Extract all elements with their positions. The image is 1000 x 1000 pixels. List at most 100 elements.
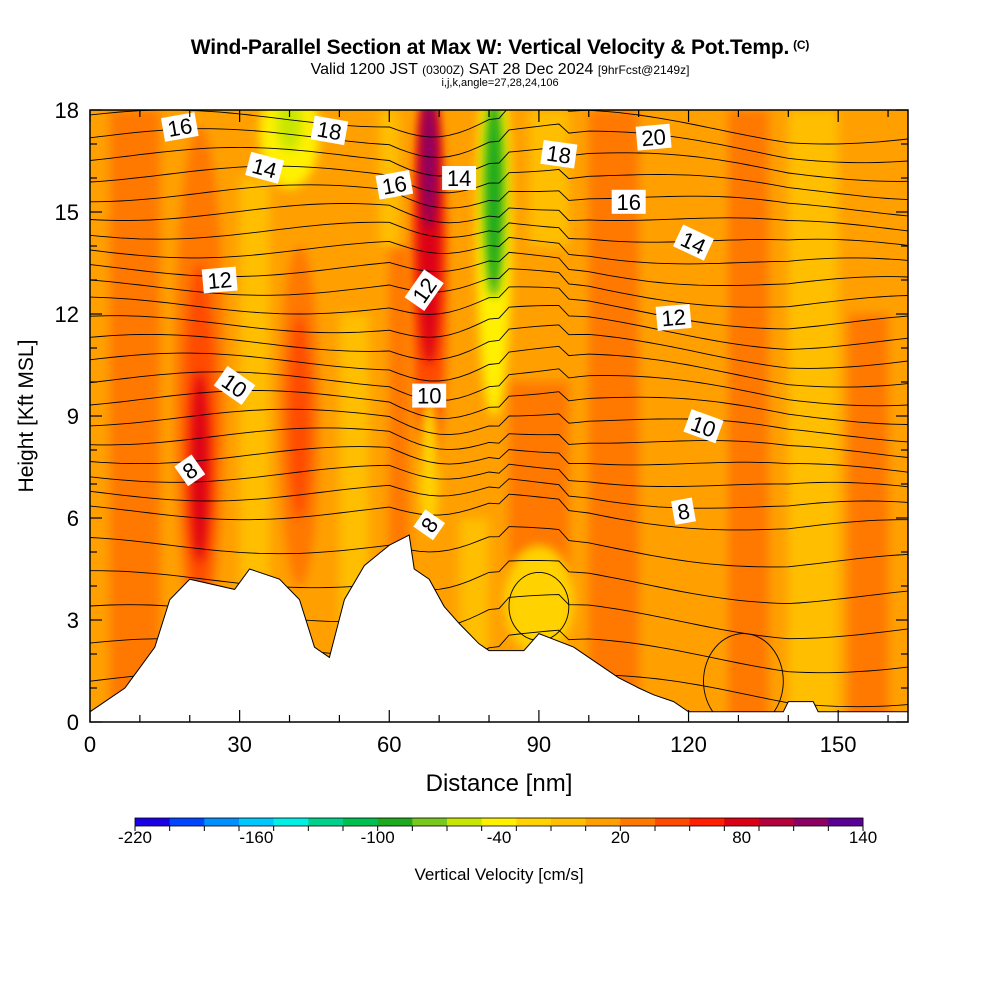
- colorbar-swatch: [793, 818, 829, 826]
- colorbar-tick-label: -160: [239, 828, 273, 847]
- x-tick-label: 30: [227, 732, 251, 757]
- grid-indices: i,j,k,angle=27,28,24,106: [441, 77, 559, 89]
- title-text: Wind-Parallel Section at Max W: Vertical…: [190, 36, 790, 59]
- contour-label-box: [404, 269, 444, 312]
- contour-label-box: [160, 112, 199, 142]
- theta-contour: [90, 268, 908, 308]
- contour-label-text: 8: [675, 498, 691, 525]
- copyright-mark: (C): [793, 38, 810, 52]
- y-tick-label: 12: [55, 302, 79, 327]
- contour-label-box: [201, 266, 238, 294]
- contour-label-text: 14: [447, 166, 471, 191]
- contour-label: 20: [635, 123, 672, 151]
- colorbar-swatch: [655, 818, 691, 826]
- w-band: [788, 110, 839, 722]
- y-tick-label: 3: [67, 608, 79, 633]
- terrain-profile: [89, 534, 909, 723]
- theta-contour: [90, 427, 908, 458]
- w-band: [528, 110, 569, 246]
- forecast-info: [9hrFcst@2149z]: [597, 63, 690, 77]
- valid-time: Valid 1200 JST: [310, 61, 418, 78]
- theta-contour: [90, 123, 908, 164]
- theta-contour: [90, 345, 908, 388]
- contour-label-text: 20: [640, 124, 667, 151]
- chart-subtitle: Valid 1200 JST (0300Z) SAT 28 Dec 2024 […: [0, 61, 1000, 79]
- w-cell: [484, 110, 504, 297]
- contour-label-box: [683, 409, 724, 444]
- theta-contour: [90, 493, 908, 531]
- theta-contour: [90, 463, 908, 488]
- contour-label-text: 12: [660, 304, 687, 331]
- colorbar-swatch: [481, 818, 517, 826]
- colorbar-tick-label: -220: [118, 828, 152, 847]
- theta-contour: [90, 324, 908, 369]
- x-axis-label: Distance [nm]: [426, 770, 573, 797]
- theta-contour: [90, 165, 908, 201]
- w-band: [109, 110, 160, 722]
- contour-label-text: 18: [315, 116, 343, 145]
- colorbar-tick-label: 80: [732, 828, 751, 847]
- colorbar-label: Vertical Velocity [cm/s]: [414, 865, 583, 884]
- contour-label-text: 16: [616, 190, 640, 215]
- contour-label: 16: [160, 112, 199, 142]
- y-axis-label: Height [Kft MSL]: [15, 340, 38, 493]
- theta-contour: [90, 526, 908, 568]
- colorbar-swatch: [169, 818, 205, 826]
- contour-label: 18: [540, 139, 578, 169]
- contour-label: 14: [245, 151, 285, 184]
- contour-label-box: [655, 303, 692, 331]
- colorbar-swatch: [308, 818, 344, 826]
- colorbar-swatch: [689, 818, 725, 826]
- colorbar-tick-label: -100: [361, 828, 395, 847]
- w-cell: [277, 110, 302, 151]
- contour-label-box: [442, 166, 477, 190]
- valid-date: SAT 28 Dec 2024: [468, 61, 594, 78]
- contour-label: 8: [671, 497, 696, 525]
- colorbar-swatch: [447, 818, 483, 826]
- contour-label-text: 18: [545, 141, 573, 169]
- contour-label-box: [375, 170, 414, 200]
- colorbar-tick-label: -40: [487, 828, 512, 847]
- contour-label-box: [611, 189, 646, 214]
- colorbar-swatch: [135, 818, 171, 826]
- colorbar-swatch: [724, 818, 760, 826]
- contour-label: 10: [412, 383, 447, 409]
- x-tick-label: 150: [820, 732, 857, 757]
- w-band: [728, 110, 769, 722]
- contour-label-text: 16: [380, 171, 408, 200]
- theta-contour: [90, 286, 908, 330]
- colorbar-frame: [134, 817, 864, 827]
- contour-label: 12: [655, 303, 692, 331]
- contour-label-text: 10: [417, 384, 441, 409]
- colorbar-swatch: [585, 818, 621, 826]
- theta-contour: [90, 110, 908, 145]
- x-tick-label: 60: [377, 732, 401, 757]
- contour-label: 18: [310, 115, 349, 146]
- theta-contour: [703, 633, 784, 722]
- y-tick-label: 6: [67, 506, 79, 531]
- contour-label-box: [673, 224, 714, 261]
- colorbar-swatch: [620, 818, 656, 826]
- x-tick-label: 90: [527, 732, 551, 757]
- contour-label-box: [310, 115, 349, 146]
- colorbar: -220 -160 -100 -40 20 80 140: [118, 817, 877, 847]
- contour-label-box: [174, 454, 206, 487]
- y-tick-label: 9: [67, 404, 79, 429]
- theta-contour: [90, 560, 908, 605]
- x-tick-label: 120: [670, 732, 707, 757]
- contour-label: 8: [174, 454, 206, 487]
- axes: 0 30 60 90 120 150 0 3 6 9 12 15 18: [55, 98, 908, 757]
- colorbar-swatch: [759, 818, 795, 826]
- contour-label: 16: [375, 170, 414, 200]
- chart-title: Wind-Parallel Section at Max W: Vertical…: [0, 36, 1000, 60]
- y-tick-label: 0: [67, 710, 79, 735]
- colorbar-swatch: [412, 818, 448, 826]
- contour-label-box: [245, 151, 285, 184]
- x-tick-label: 0: [84, 732, 96, 757]
- theta-contour: [90, 184, 908, 217]
- theta-contour: [90, 221, 908, 246]
- theta-contour: [90, 305, 908, 350]
- contour-label-box: [635, 123, 672, 151]
- valid-utc: (0300Z): [422, 63, 465, 77]
